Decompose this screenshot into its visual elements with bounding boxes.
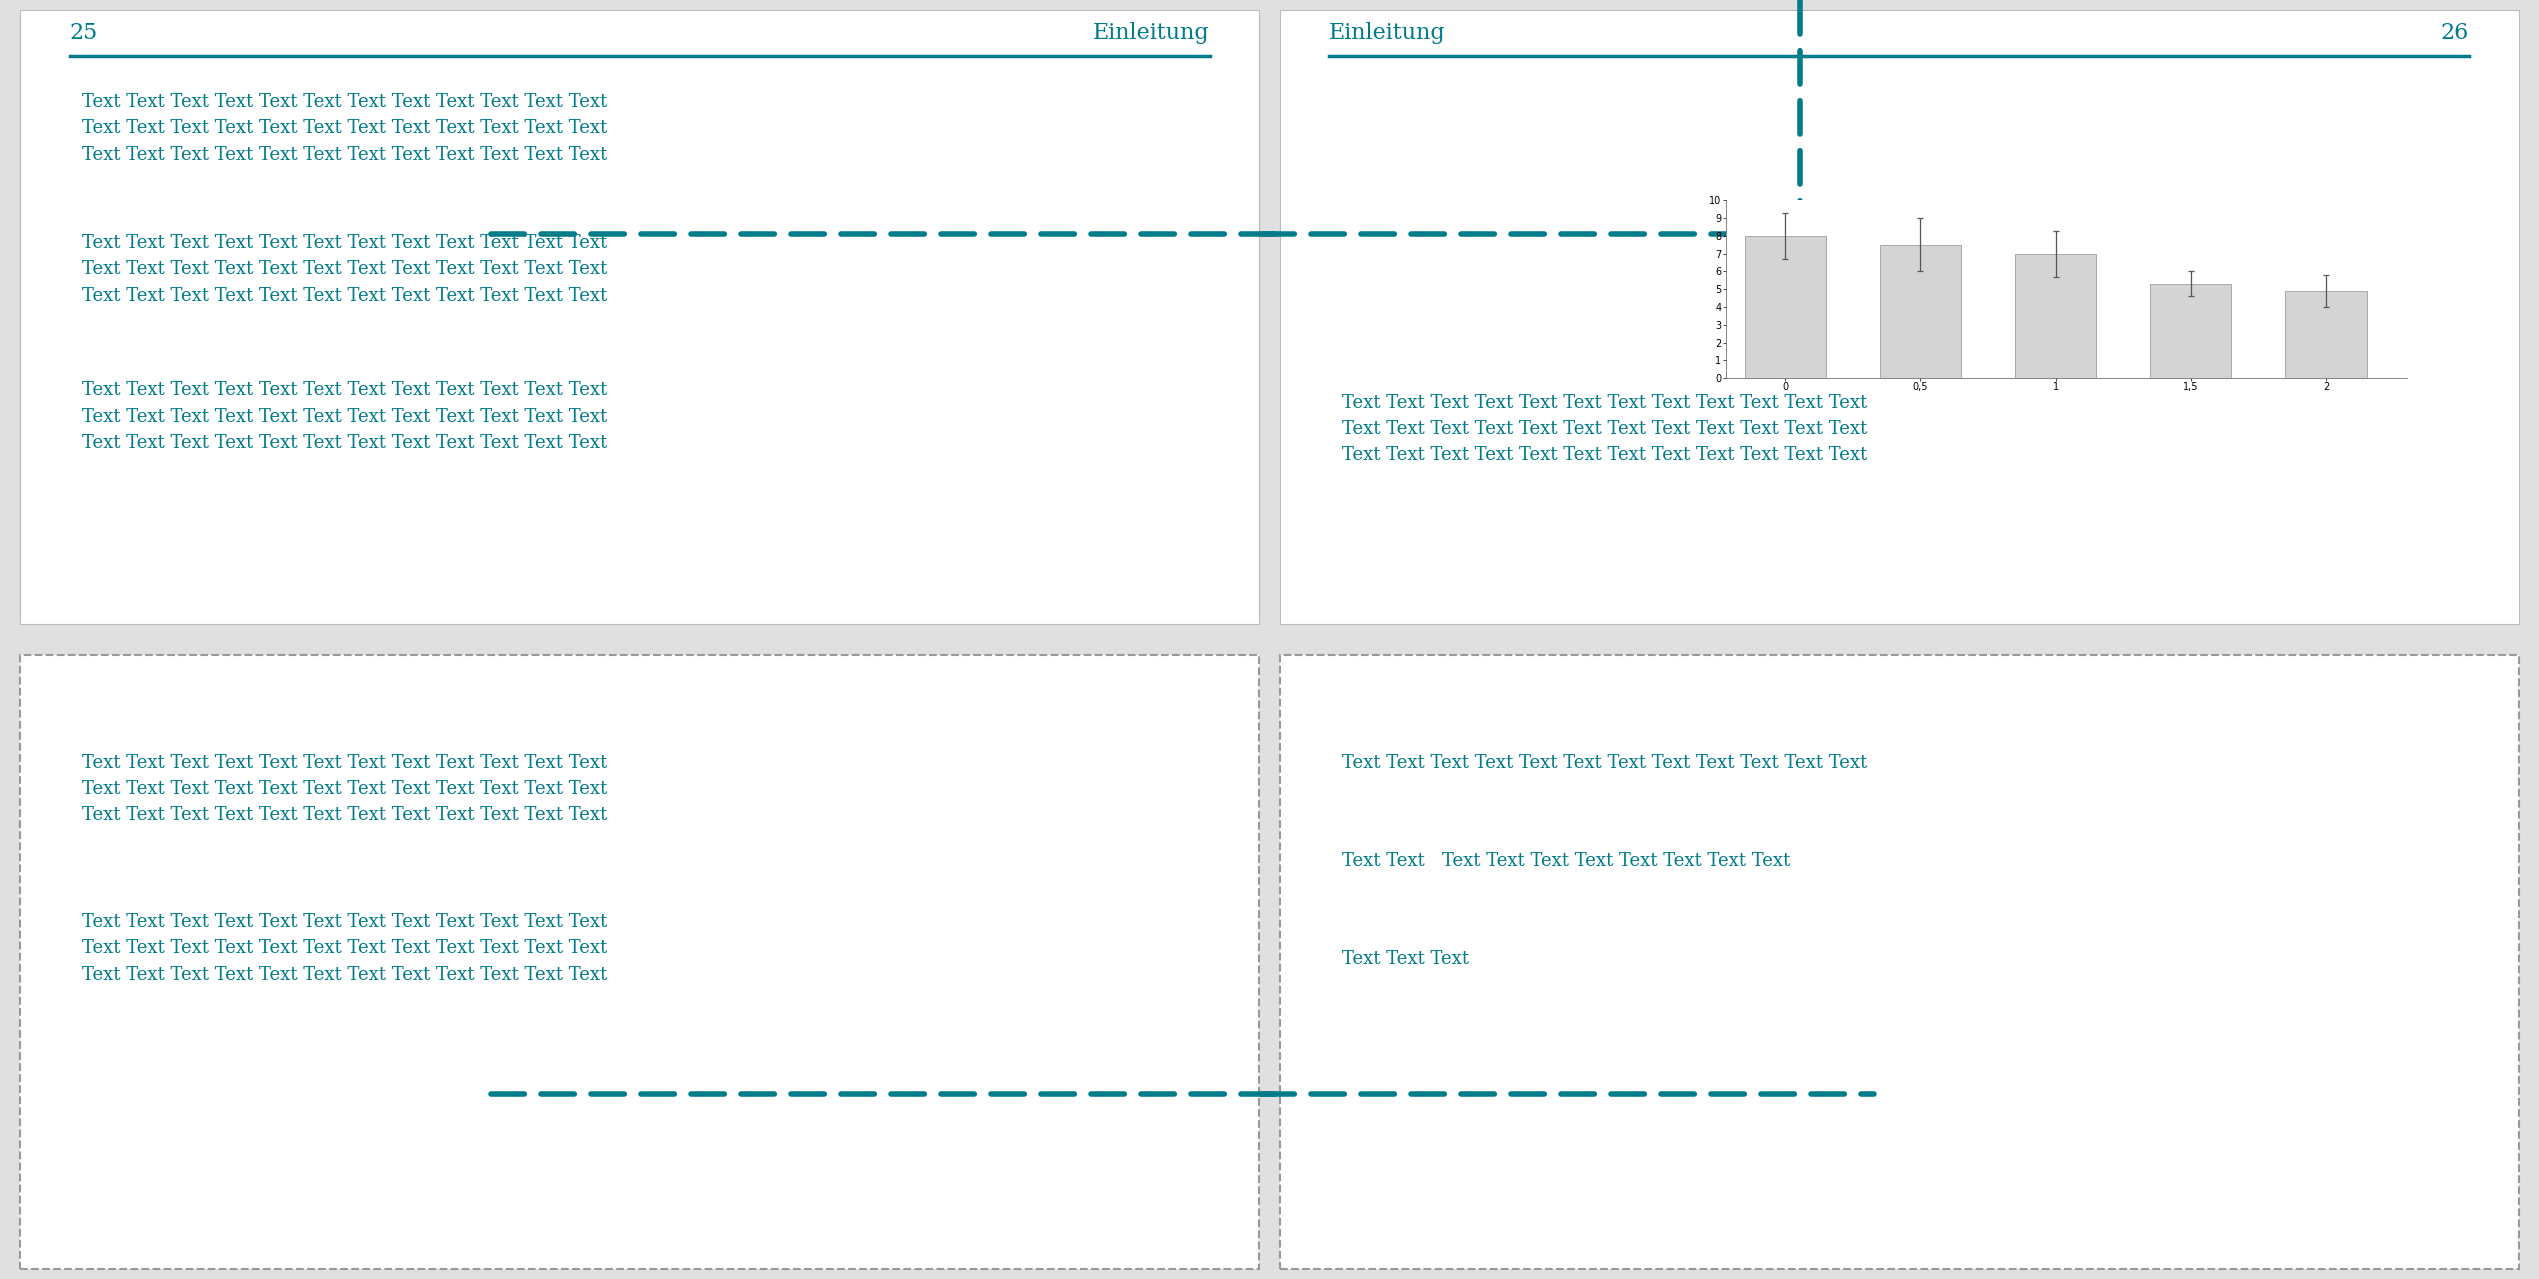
Text: Text Text Text Text Text Text Text Text Text Text Text Text
Text Text Text Text : Text Text Text Text Text Text Text Text … xyxy=(81,381,607,451)
Text: Text Text Text Text Text Text Text Text Text Text Text Text
Text Text Text Text : Text Text Text Text Text Text Text Text … xyxy=(81,93,607,164)
Bar xyxy=(1744,235,1826,379)
Text: Text Text Text Text Text Text Text Text Text Text Text Text
Text Text Text Text : Text Text Text Text Text Text Text Text … xyxy=(81,913,607,984)
Bar xyxy=(2016,253,2097,379)
Text: Text Text Text Text Text Text Text Text Text Text Text Text
Text Text Text Text : Text Text Text Text Text Text Text Text … xyxy=(81,753,607,825)
Text: Text Text Text Text Text Text Text Text Text Text Text Text
Text Text Text Text : Text Text Text Text Text Text Text Text … xyxy=(81,234,607,304)
Text: Text Text Text Text Text Text Text Text Text Text Text Text: Text Text Text Text Text Text Text Text … xyxy=(1341,753,1866,771)
Text: 25: 25 xyxy=(71,22,99,43)
Bar xyxy=(2151,284,2232,379)
Text: Text Text Text: Text Text Text xyxy=(1341,950,1468,968)
Text: 26: 26 xyxy=(2440,22,2468,43)
Bar xyxy=(1879,244,1960,379)
Text: Text Text   Text Text Text Text Text Text Text Text: Text Text Text Text Text Text Text Text … xyxy=(1341,852,1790,870)
Text: Einleitung: Einleitung xyxy=(1330,22,1445,43)
Bar xyxy=(2285,292,2366,379)
Text: Text Text Text Text Text Text Text Text Text Text Text Text
Text Text Text Text : Text Text Text Text Text Text Text Text … xyxy=(1341,394,1866,464)
Text: Einleitung: Einleitung xyxy=(1094,22,1209,43)
